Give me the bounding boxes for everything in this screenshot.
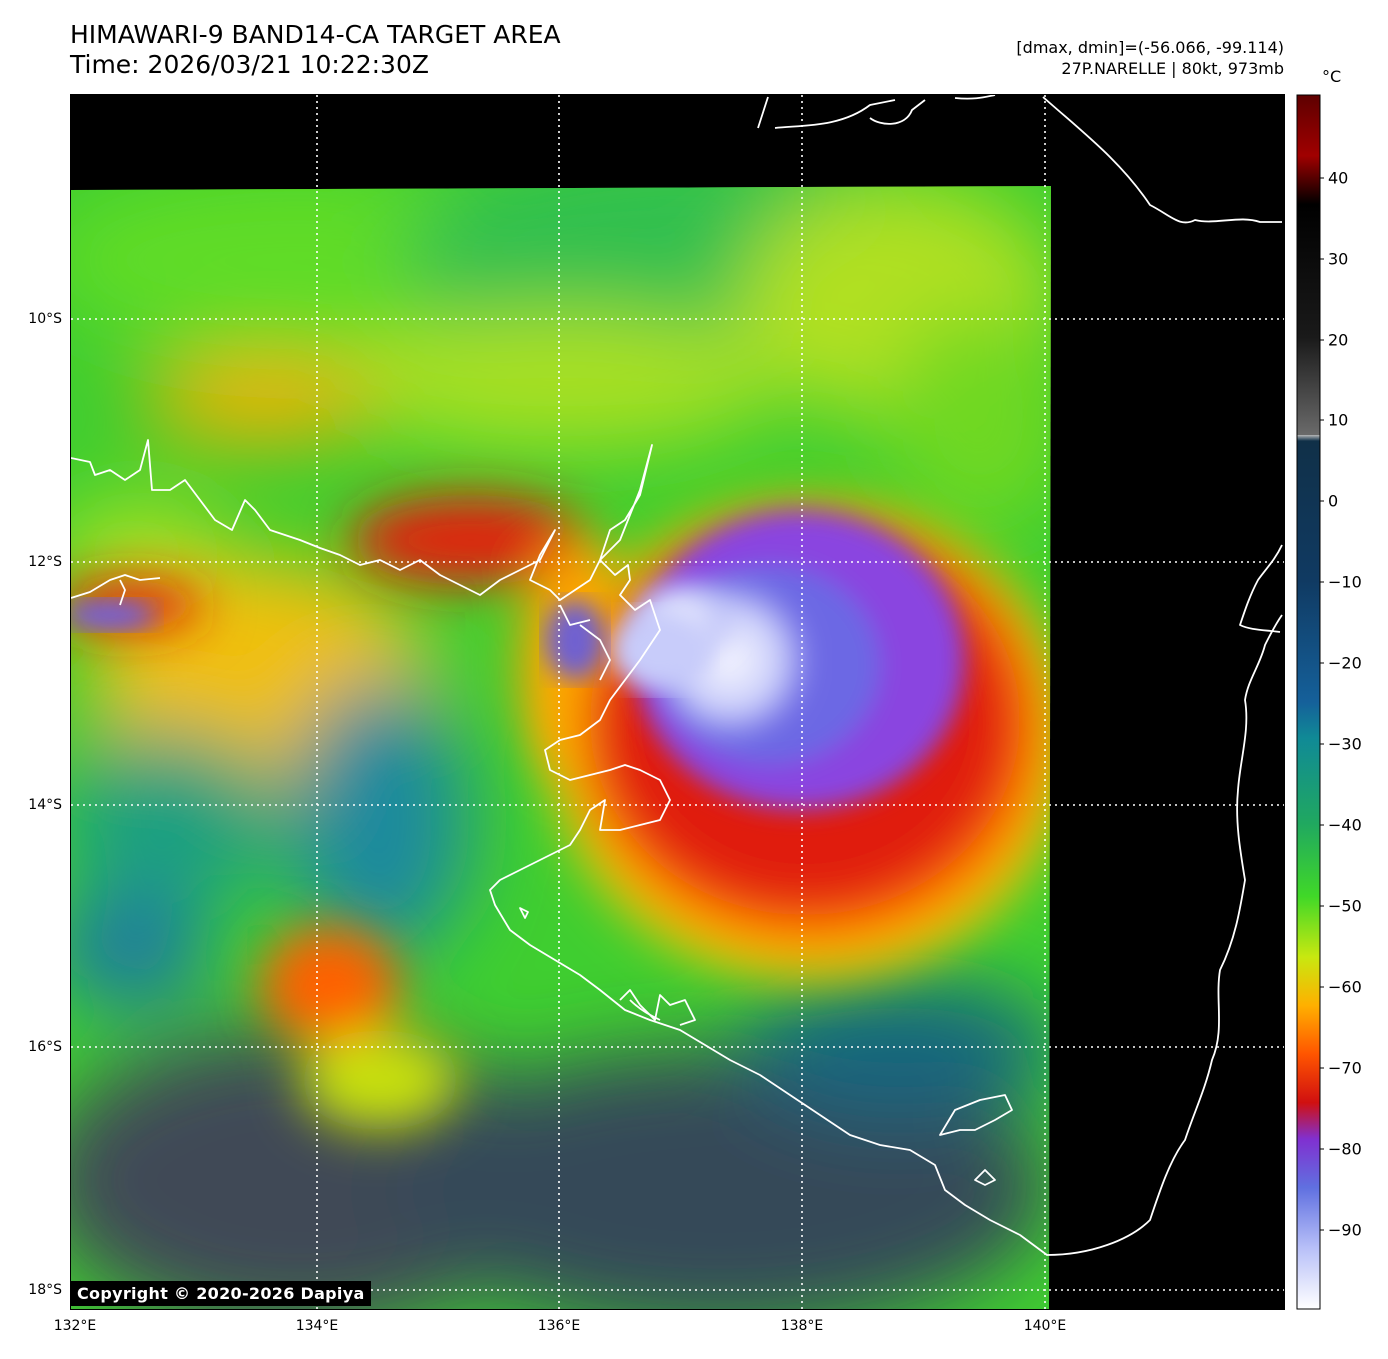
colorbar-label-minus90: −90	[1328, 1220, 1362, 1240]
lon-label-136e: 136°E	[537, 1318, 581, 1334]
lon-label-134e: 134°E	[295, 1318, 339, 1334]
gridlines	[71, 95, 1284, 1309]
colorbar-unit: °C	[1322, 67, 1342, 86]
new-guinea-coast	[1042, 96, 1282, 224]
colorbar-label-minus30: −30	[1328, 734, 1362, 754]
tiny-island	[519, 907, 529, 919]
colorbar-label-minus80: −80	[1328, 1139, 1362, 1159]
mornington-island	[939, 1094, 1013, 1136]
gulf-islands	[619, 989, 696, 1026]
chart-title: HIMAWARI-9 BAND14-CA TARGET AREA Time: 2…	[70, 20, 561, 80]
colorbar	[1296, 94, 1321, 1310]
small-island	[974, 1169, 996, 1186]
lat-label-16s: 16°S	[28, 1039, 62, 1055]
australia-coastline	[71, 439, 1283, 1256]
western-coast	[71, 574, 161, 606]
info-line-2: 27P.NARELLE | 80kt, 973mb	[1061, 59, 1284, 78]
copyright-label: Copyright © 2020-2026 Dapiya	[71, 1281, 371, 1306]
colorbar-label-20: 20	[1328, 330, 1349, 350]
coastlines	[71, 95, 1283, 1256]
lon-label-140e: 140°E	[1023, 1318, 1067, 1334]
northern-coastline	[757, 95, 996, 129]
colorbar-label-10: 10	[1328, 410, 1349, 430]
map-frame	[70, 94, 1285, 1310]
info-line-1: [dmax, dmin]=(-56.066, -99.114)	[1016, 38, 1284, 57]
colorbar-label-minus20: −20	[1328, 653, 1362, 673]
lon-label-138e: 138°E	[780, 1318, 824, 1334]
title-line-2: Time: 2026/03/21 10:22:30Z	[70, 50, 429, 79]
colorbar-label-minus40: −40	[1328, 815, 1362, 835]
colorbar-ticks	[1320, 177, 1324, 1231]
lat-label-14s: 14°S	[28, 797, 62, 813]
lat-label-18s: 18°S	[28, 1282, 62, 1298]
colorbar-label-minus70: −70	[1328, 1058, 1362, 1078]
colorbar-label-0: 0	[1328, 491, 1339, 511]
colorbar-label-30: 30	[1328, 249, 1349, 269]
storm-info: [dmax, dmin]=(-56.066, -99.114) 27P.NARE…	[1016, 37, 1284, 79]
arnhem-inlets	[559, 604, 611, 681]
lat-label-12s: 12°S	[28, 554, 62, 570]
colorbar-label-minus60: −60	[1328, 977, 1362, 997]
lon-label-132e: 132°E	[53, 1318, 97, 1334]
colorbar-label-minus10: −10	[1328, 572, 1362, 592]
infrared-imagery	[71, 186, 1051, 1310]
title-line-1: HIMAWARI-9 BAND14-CA TARGET AREA	[70, 20, 561, 49]
colorbar-label-minus50: −50	[1328, 896, 1362, 916]
colorbar-label-40: 40	[1328, 168, 1349, 188]
lat-label-10s: 10°S	[28, 311, 62, 327]
cape-york-tip	[1239, 544, 1283, 633]
